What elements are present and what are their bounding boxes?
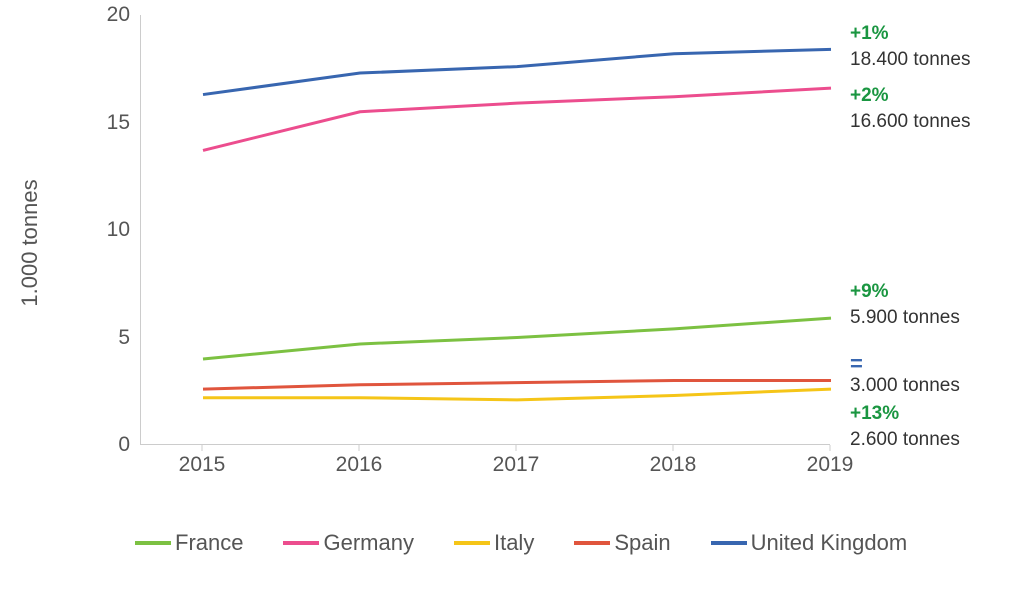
annotation-italy_val: 2.600 tonnes xyxy=(850,429,960,451)
x-tick: 2019 xyxy=(807,453,854,477)
x-tick: 2017 xyxy=(493,453,540,477)
legend-swatch-uk xyxy=(711,541,747,545)
x-tick: 2018 xyxy=(650,453,697,477)
y-tick: 20 xyxy=(90,3,130,27)
legend-swatch-italy xyxy=(454,541,490,545)
x-tick-mark xyxy=(202,445,203,451)
x-tick-mark xyxy=(673,445,674,451)
legend-swatch-germany xyxy=(283,541,319,545)
y-axis-label: 1.000 tonnes xyxy=(17,179,43,306)
plot-area xyxy=(140,15,830,445)
line-spain xyxy=(203,381,831,390)
legend-label: Spain xyxy=(614,530,670,556)
legend-label: United Kingdom xyxy=(751,530,908,556)
legend-item-spain: Spain xyxy=(574,530,670,556)
line-france xyxy=(203,318,831,359)
legend-item-germany: Germany xyxy=(283,530,413,556)
annotation-uk_pct: +1% xyxy=(850,23,889,45)
x-tick-mark xyxy=(516,445,517,451)
legend-label: Germany xyxy=(323,530,413,556)
legend-item-france: France xyxy=(135,530,243,556)
annotation-spain_val: 3.000 tonnes xyxy=(850,375,960,397)
legend-item-italy: Italy xyxy=(454,530,534,556)
y-tick: 15 xyxy=(90,111,130,135)
annotation-uk_val: 18.400 tonnes xyxy=(850,49,970,71)
chart-lines xyxy=(141,15,831,445)
line-uk xyxy=(203,49,831,94)
legend: France Germany Italy Spain United Kingdo… xyxy=(135,530,907,556)
annotation-germany_val: 16.600 tonnes xyxy=(850,111,970,133)
legend-swatch-france xyxy=(135,541,171,545)
legend-label: Italy xyxy=(494,530,534,556)
legend-label: France xyxy=(175,530,243,556)
line-germany xyxy=(203,88,831,150)
legend-item-uk: United Kingdom xyxy=(711,530,908,556)
annotation-france_pct: +9% xyxy=(850,281,889,303)
x-tick-mark xyxy=(830,445,831,451)
annotation-germany_pct: +2% xyxy=(850,85,889,107)
legend-swatch-spain xyxy=(574,541,610,545)
x-tick: 2016 xyxy=(336,453,383,477)
chart-container: 1.000 tonnes 05101520 201520162017201820… xyxy=(60,15,960,475)
x-tick: 2015 xyxy=(179,453,226,477)
annotation-italy_pct: +13% xyxy=(850,403,899,425)
y-tick: 10 xyxy=(90,218,130,242)
y-tick: 0 xyxy=(90,433,130,457)
x-tick-mark xyxy=(359,445,360,451)
y-tick: 5 xyxy=(90,326,130,350)
line-italy xyxy=(203,389,831,400)
annotation-france_val: 5.900 tonnes xyxy=(850,307,960,329)
annotation-spain_equals: = xyxy=(850,351,863,377)
